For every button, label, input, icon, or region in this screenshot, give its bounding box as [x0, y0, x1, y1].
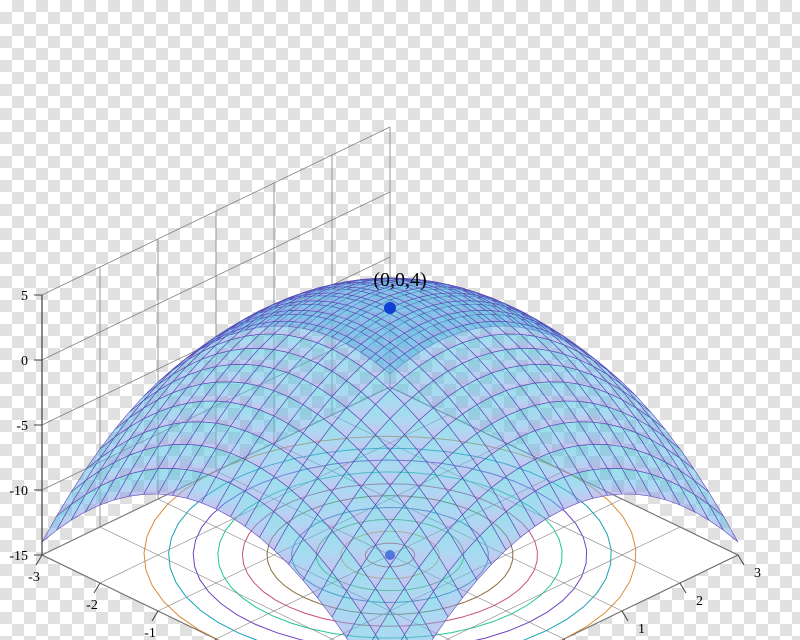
svg-text:-2: -2	[86, 598, 98, 613]
peak-label: (0,0,4)	[373, 269, 426, 291]
svg-text:3: 3	[754, 566, 761, 581]
z-axis-ticks: 5 0 -5 -10 -15	[9, 289, 42, 564]
svg-text:1: 1	[638, 622, 645, 637]
svg-text:2: 2	[696, 594, 703, 609]
svg-text:-3: -3	[28, 570, 40, 585]
svg-text:-15: -15	[9, 549, 28, 564]
peak-point	[384, 302, 396, 314]
svg-text:0: 0	[21, 354, 28, 369]
svg-text:-10: -10	[9, 484, 28, 499]
surface-plot: 50-5-10-15 -3-2-10123 -3-2-10123 z x y (…	[0, 0, 800, 640]
svg-text:5: 5	[21, 289, 28, 304]
svg-text:-1: -1	[144, 626, 156, 640]
svg-text:-5: -5	[16, 419, 28, 434]
